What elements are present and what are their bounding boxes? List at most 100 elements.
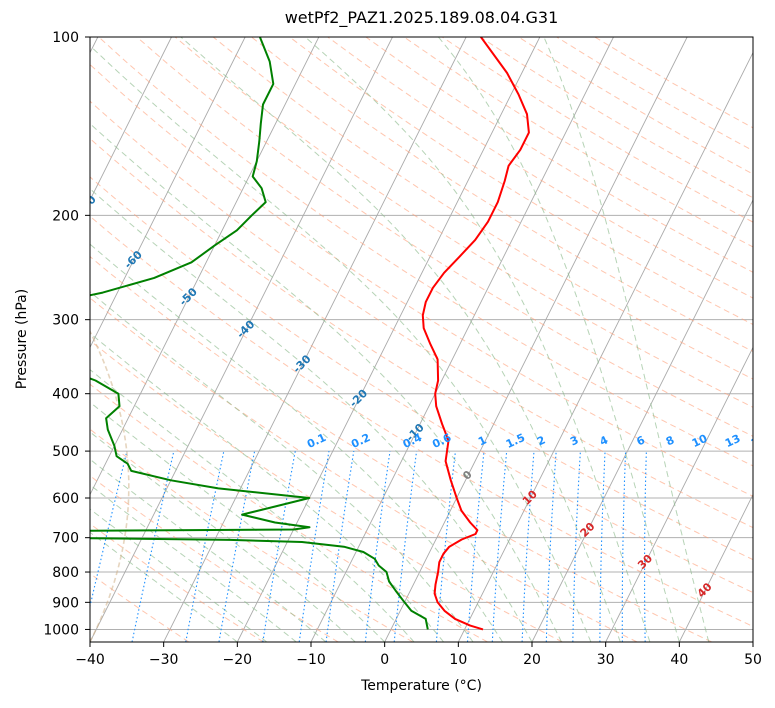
moist-adiabat-line — [304, 37, 651, 642]
x-tick-label: −30 — [149, 652, 179, 668]
moist-adiabat-line — [90, 332, 444, 642]
mixing-ratio-label: 20 — [771, 432, 775, 450]
y-tick-label: 200 — [52, 208, 79, 224]
mixing-ratio-label: 0.1 — [305, 431, 328, 451]
isotherm-label: -70 — [76, 193, 99, 216]
isotherm-label: -80 — [29, 138, 52, 161]
isotherm-line — [0, 37, 24, 642]
y-tick-label: 400 — [52, 387, 79, 403]
mixing-ratio-line — [393, 451, 418, 642]
mixing-ratio-line — [466, 451, 485, 642]
chart-title: wetPf2_PAZ1.2025.189.08.04.G31 — [284, 8, 559, 27]
dry-adiabat-line — [90, 215, 753, 628]
isotherm-line — [752, 640, 753, 642]
mixing-ratio-line — [90, 450, 128, 609]
moist-adiabat-line — [90, 431, 356, 642]
isotherm-line — [531, 198, 753, 642]
mixing-ratio-label: 1.5 — [504, 431, 527, 451]
x-tick-label: 50 — [744, 652, 762, 668]
isotherm-label: -30 — [290, 352, 313, 375]
reference-curve — [0, 37, 55, 642]
mixing-ratio-label: 2 — [535, 433, 547, 448]
isotherm-label: -60 — [122, 248, 145, 271]
moist-adiabat-label: 10 — [520, 487, 540, 507]
dry-adiabat-line — [212, 37, 753, 380]
dry-adiabat-line — [556, 37, 753, 152]
moist-adiabat-line — [90, 243, 503, 642]
moist-adiabat-line — [90, 531, 238, 642]
dry-adiabat-line — [480, 37, 753, 199]
x-tick-label: −40 — [75, 652, 105, 668]
moist-adiabat-line — [90, 401, 386, 642]
mixing-ratio-label: 3 — [568, 433, 580, 448]
x-tick-label: 30 — [597, 652, 615, 668]
isotherm-label: -90 — [0, 84, 6, 107]
y-tick-label: 800 — [52, 565, 79, 581]
y-tick-label: 500 — [52, 444, 79, 460]
dry-adiabat-line — [365, 37, 753, 273]
mixing-ratio-label: 0.6 — [430, 431, 453, 451]
isotherm-line — [163, 37, 467, 642]
y-tick-label: 700 — [52, 531, 79, 547]
mixing-ratio-line — [621, 451, 627, 642]
x-tick-label: 0 — [380, 652, 389, 668]
dry-adiabat-line — [251, 37, 753, 353]
moist-adiabat-line — [90, 44, 592, 642]
isotherm-label: -40 — [234, 318, 257, 341]
mixing-ratio-line — [435, 451, 456, 642]
y-tick-label: 900 — [52, 595, 79, 611]
moist-adiabat-label: 40 — [695, 580, 715, 600]
mixing-ratio-label: 8 — [664, 433, 676, 448]
isotherm-line — [90, 37, 320, 496]
mixing-ratio-label: 16 — [749, 432, 769, 450]
dry-adiabat-line — [518, 37, 753, 175]
moist-adiabat-line — [90, 188, 533, 642]
moist-adiabat-line — [543, 37, 710, 642]
reference-curve — [90, 329, 130, 642]
mixing-ratio-line — [131, 450, 175, 642]
temperature-trace — [421, 37, 530, 631]
dry-adiabat-line — [403, 37, 753, 248]
y-tick-label: 600 — [52, 491, 79, 507]
moist-adiabat-line — [90, 368, 415, 642]
x-tick-label: −10 — [296, 652, 326, 668]
isotherm-line — [90, 37, 393, 642]
mixing-ratio-line — [644, 451, 647, 642]
dewpoint-trace — [90, 37, 429, 630]
dry-adiabat-line — [98, 37, 753, 467]
mixing-ratio-label: 4 — [598, 433, 611, 448]
moist-adiabat-line — [90, 458, 327, 642]
moist-adiabat-line — [438, 37, 680, 642]
dry-adiabat-line — [90, 137, 753, 561]
dry-adiabat-line — [90, 100, 753, 529]
mixing-ratio-label: 10 — [690, 432, 710, 450]
isotherm-line — [236, 37, 541, 642]
mixing-ratio-line — [491, 451, 508, 642]
dry-adiabat-line — [90, 63, 753, 497]
dry-adiabat-line — [90, 475, 339, 642]
x-axis-label: Temperature (°C) — [361, 678, 482, 694]
moist-adiabat-line — [90, 291, 474, 642]
mixing-ratio-line — [599, 451, 606, 642]
moist-adiabat-label: 30 — [635, 552, 655, 572]
dry-adiabat-line — [90, 339, 563, 642]
x-tick-label: −20 — [223, 652, 253, 668]
isotherm-line — [90, 37, 99, 54]
y-tick-label: 300 — [52, 313, 79, 329]
x-tick-label: 10 — [449, 652, 467, 668]
y-tick-label: 1000 — [43, 622, 79, 638]
dry-adiabat-line — [90, 523, 264, 642]
dry-adiabat-line — [327, 37, 753, 299]
mixing-ratio-label: 13 — [723, 432, 742, 450]
x-tick-label: 20 — [523, 652, 541, 668]
mixing-ratio-line — [364, 451, 391, 642]
dry-adiabat-line — [90, 255, 712, 642]
isotherm-line — [90, 37, 172, 202]
y-tick-label: 100 — [52, 30, 79, 46]
dry-adiabat-line — [136, 37, 753, 437]
dry-adiabat-line — [90, 572, 190, 642]
isotherm-label: -20 — [347, 387, 370, 410]
moist-adiabat-line — [180, 37, 621, 642]
isotherm-line — [678, 493, 753, 642]
